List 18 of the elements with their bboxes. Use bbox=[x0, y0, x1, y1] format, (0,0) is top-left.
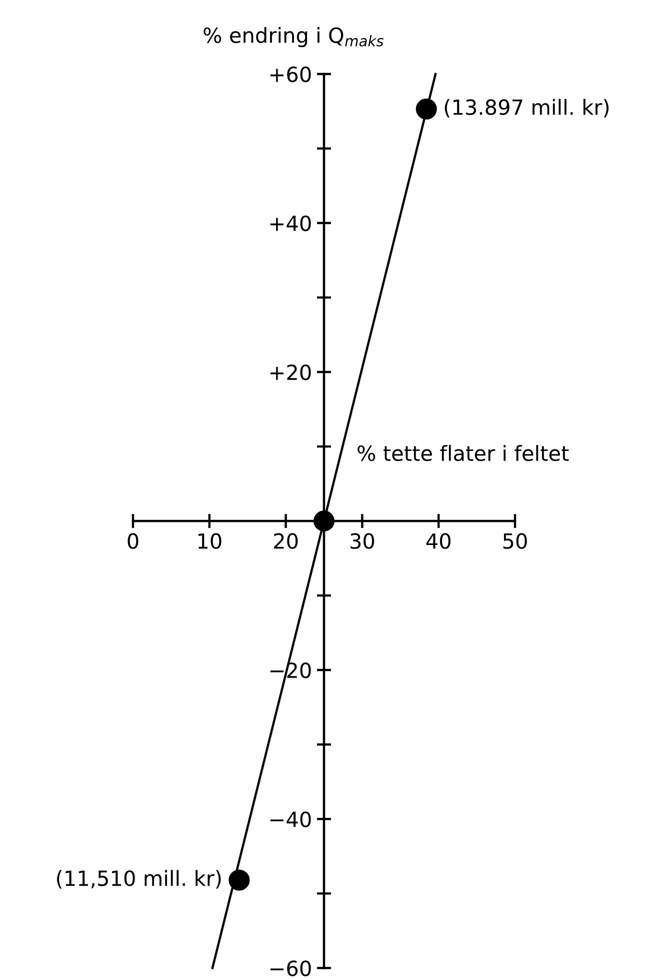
x-tick-label: 20 bbox=[274, 533, 298, 549]
y-tick-label: −60 bbox=[270, 960, 311, 976]
point bbox=[228, 870, 250, 891]
x-tick-label: 0 bbox=[128, 533, 138, 549]
y-tick-label: +40 bbox=[270, 215, 311, 232]
x-axis-title: % tette flater i feltet bbox=[358, 445, 569, 462]
y-tick-label: −40 bbox=[270, 811, 311, 828]
point bbox=[416, 98, 437, 120]
point bbox=[313, 510, 335, 532]
x-tick-label: 30 bbox=[350, 533, 374, 549]
y-tick-label: +20 bbox=[270, 364, 311, 380]
y-tick-label: +60 bbox=[270, 66, 311, 82]
y-axis-title: % endring i Q$_{maks}$ bbox=[204, 26, 384, 48]
annotation: (13.897 mill. kr) bbox=[444, 98, 609, 118]
x-tick-label: 10 bbox=[198, 533, 222, 549]
x-tick-label: 40 bbox=[426, 533, 450, 549]
x-tick-label: 50 bbox=[503, 533, 527, 549]
annotation: (11,510 mill. kr) bbox=[57, 870, 221, 889]
